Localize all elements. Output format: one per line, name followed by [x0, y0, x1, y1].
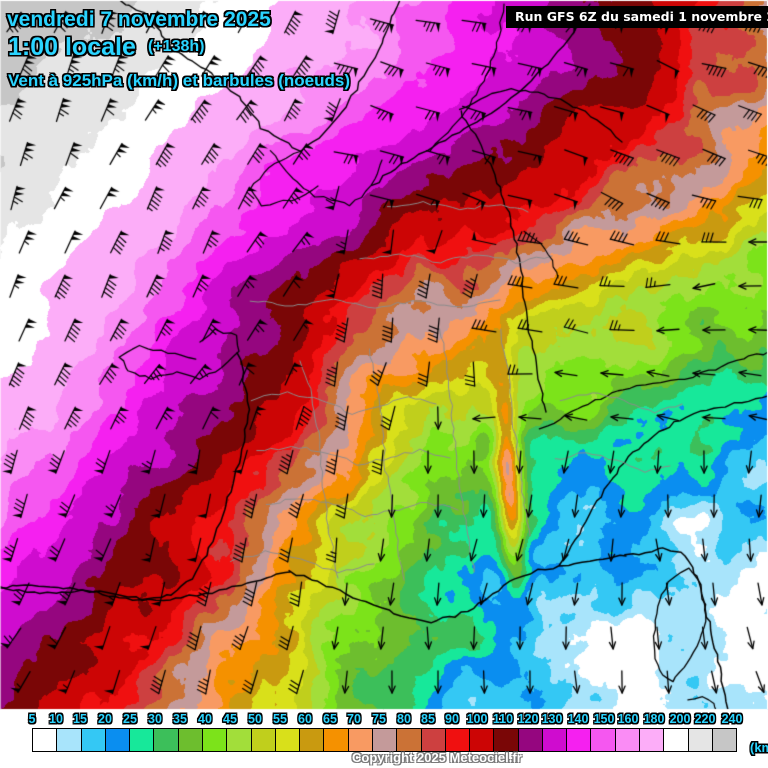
copyright-label: Copyright 2025 Meteociel.fr [352, 750, 522, 765]
legend-tick: 45 [223, 712, 237, 726]
legend-swatch [542, 729, 568, 751]
wind-speed-legend: 5 10 15 20 25 30 35 40 45 50 55 60 65 70 75 80 85 90 100 11… [0, 710, 768, 768]
legend-tick: 60 [298, 712, 312, 726]
legend-swatch [445, 729, 471, 751]
legend-swatch [178, 729, 203, 751]
legend-swatch [615, 729, 641, 751]
legend-swatch [567, 729, 592, 751]
legend-swatch [397, 729, 422, 751]
forecast-time-label: 1:00 locale [8, 33, 136, 61]
legend-tick: 150 [593, 712, 615, 726]
legend-swatch [300, 729, 325, 751]
legend-tick: 40 [198, 712, 212, 726]
legend-tick: 65 [323, 712, 337, 726]
legend-swatch [57, 729, 82, 751]
legend-swatch [494, 729, 519, 751]
legend-color-bar [32, 728, 737, 752]
legend-tick: 110 [492, 712, 514, 726]
legend-swatch [518, 729, 543, 751]
legend-tick: 140 [567, 712, 589, 726]
legend-swatch [348, 729, 373, 751]
legend-tick: 50 [248, 712, 262, 726]
legend-unit-label: (km [750, 740, 768, 755]
legend-tick: 180 [643, 712, 665, 726]
legend-swatch [105, 729, 131, 751]
legend-tick: 70 [347, 712, 361, 726]
weather-map-canvas[interactable] [0, 0, 768, 710]
legend-swatch [372, 729, 398, 751]
legend-swatch [251, 729, 276, 751]
legend-swatch [688, 729, 713, 751]
legend-swatch [81, 729, 106, 751]
legend-tick: 25 [123, 712, 137, 726]
legend-tick: 100 [466, 712, 488, 726]
legend-swatch [130, 729, 155, 751]
model-run-banner: Run GFS 6Z du samedi 1 novembre 2025 [506, 6, 768, 28]
legend-tick: 200 [669, 712, 691, 726]
legend-swatch [591, 729, 616, 751]
legend-tick: 130 [541, 712, 563, 726]
legend-swatch [421, 729, 446, 751]
legend-tick: 35 [173, 712, 187, 726]
legend-swatch [154, 729, 179, 751]
legend-tick: 120 [517, 712, 539, 726]
legend-tick: 10 [49, 712, 63, 726]
legend-swatch [640, 729, 665, 751]
legend-tick: 75 [372, 712, 386, 726]
legend-tick: 90 [445, 712, 459, 726]
legend-swatch [324, 729, 349, 751]
legend-swatch [664, 729, 689, 751]
legend-tick: 220 [694, 712, 716, 726]
legend-tick: 80 [397, 712, 411, 726]
legend-swatch [33, 729, 58, 751]
legend-tick-labels: 5 10 15 20 25 30 35 40 45 50 55 60 65 70 75 80 85 90 100 11… [0, 710, 768, 732]
legend-tick: 160 [617, 712, 639, 726]
legend-tick: 55 [273, 712, 287, 726]
legend-tick: 30 [148, 712, 162, 726]
legend-tick: 5 [28, 712, 36, 726]
forecast-lead-time-label: (+138h) [148, 38, 205, 55]
forecast-date-label: vendredi 7 novembre 2025 [7, 8, 271, 31]
legend-tick: 240 [721, 712, 743, 726]
legend-swatch [470, 729, 495, 751]
legend-swatch [202, 729, 228, 751]
legend-tick: 20 [98, 712, 112, 726]
legend-tick: 15 [73, 712, 87, 726]
legend-swatch [227, 729, 252, 751]
legend-swatch [712, 729, 737, 751]
forecast-parameter-label: Vent à 925hPa (km/h) et barbules (noeuds… [8, 71, 350, 90]
legend-tick: 85 [421, 712, 435, 726]
legend-swatch [275, 729, 301, 751]
